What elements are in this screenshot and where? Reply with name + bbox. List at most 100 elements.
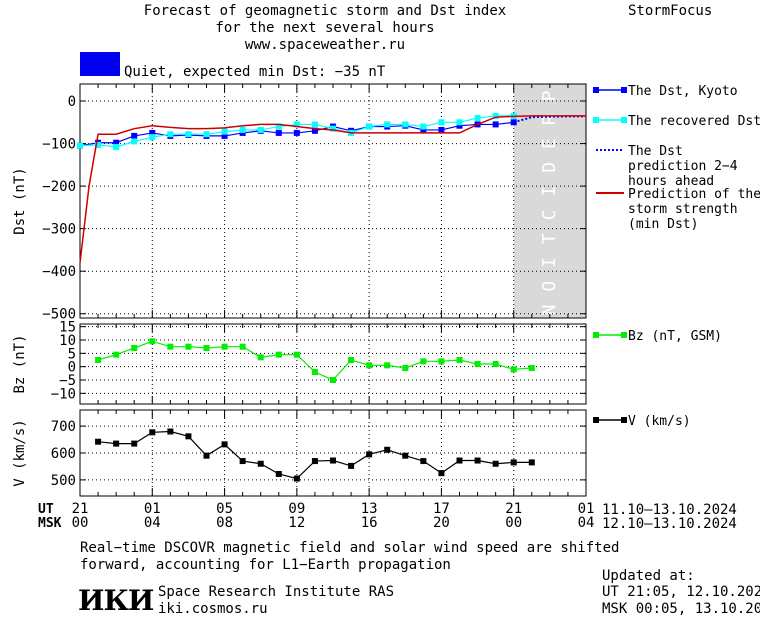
status-color-swatch — [80, 52, 120, 76]
data-point — [528, 459, 535, 466]
data-point — [185, 343, 192, 350]
data-point — [167, 343, 174, 350]
data-point — [348, 462, 355, 469]
chart-title-line-2: for the next several hours — [215, 20, 435, 36]
data-point — [275, 470, 282, 477]
data-point — [438, 119, 445, 126]
data-point — [257, 460, 264, 467]
y-axis-label: Bz (nT) — [12, 334, 28, 393]
ut-axis-label: UT — [38, 502, 54, 517]
data-point — [131, 132, 138, 139]
legend-entry-label: prediction 2−4 — [628, 159, 738, 174]
prediction-label-letter: C — [539, 209, 560, 220]
data-point — [366, 362, 373, 369]
data-point — [185, 433, 192, 440]
data-point — [528, 365, 535, 371]
updated-label: Updated at: — [602, 568, 695, 584]
x-tick-label-msk: 04 — [578, 515, 595, 531]
brand-name: StormFocus — [628, 3, 713, 19]
data-point — [384, 446, 391, 453]
data-point — [456, 457, 463, 464]
data-point — [149, 134, 156, 141]
data-point — [438, 470, 445, 477]
data-point — [167, 428, 174, 435]
prediction-region — [513, 84, 586, 318]
y-axis-label: Dst (nT) — [12, 167, 28, 234]
data-point — [293, 475, 300, 482]
data-point — [257, 354, 264, 361]
y-tick-label: 0 — [68, 94, 76, 110]
x-tick-label-msk: 12 — [288, 515, 305, 531]
data-point — [95, 438, 102, 445]
data-point — [113, 143, 120, 150]
data-point — [293, 351, 300, 358]
iki-logo: ИКИ — [78, 584, 154, 617]
legend-swatch-marker — [593, 87, 599, 93]
legend-swatch-marker — [593, 332, 599, 338]
legend-entry-label: storm strength — [628, 202, 738, 217]
legend-entry-label: The Dst — [628, 144, 683, 159]
chart-title-line-1: Forecast of geomagnetic storm and Dst in… — [143, 3, 507, 19]
data-point — [221, 128, 228, 135]
x-tick-label-ut: 21 — [72, 501, 89, 517]
data-point — [456, 119, 463, 126]
data-point — [420, 458, 427, 465]
legend-entry-label: The Dst, Kyoto — [628, 84, 738, 99]
data-point — [438, 358, 445, 365]
data-point — [95, 357, 102, 363]
data-point — [275, 123, 282, 130]
legend-entry-label: V (km/s) — [628, 414, 691, 429]
prediction-label-letter: O — [539, 281, 560, 292]
updated-ut: UT 21:05, 12.10.2024 — [602, 584, 760, 600]
x-tick-label-msk: 04 — [144, 515, 161, 531]
legend-swatch-marker — [621, 417, 627, 423]
data-point — [510, 459, 517, 466]
data-point — [366, 451, 373, 458]
data-point — [203, 345, 210, 351]
legend-swatch-marker — [621, 117, 627, 123]
plot-frame — [79, 83, 587, 319]
x-tick-label-msk: 20 — [433, 515, 450, 531]
y-tick-label: −10 — [51, 386, 76, 402]
x-tick-label-ut: 09 — [288, 501, 305, 517]
data-point — [131, 440, 138, 447]
series-line — [98, 430, 532, 480]
legend-entry-label: The recovered Dst — [628, 114, 760, 129]
chart-title-url: www.spaceweather.ru — [244, 37, 406, 53]
legend-entry-label: Bz (nT, GSM) — [628, 329, 722, 344]
updated-msk: MSK 00:05, 13.10.2024 — [602, 601, 760, 617]
data-point — [257, 126, 264, 133]
data-point — [311, 127, 318, 134]
x-tick-label-msk: 08 — [216, 515, 233, 531]
data-point — [492, 112, 499, 119]
data-point — [330, 377, 336, 383]
data-point — [366, 123, 373, 130]
data-point — [330, 125, 336, 132]
data-point — [402, 452, 409, 459]
legend-swatch-marker — [593, 117, 599, 123]
data-point — [311, 121, 318, 128]
prediction-label-letter: P — [539, 90, 560, 101]
data-point — [167, 131, 174, 138]
msk-axis-label: MSK — [38, 516, 62, 531]
data-point — [131, 345, 138, 351]
x-tick-label-ut: 05 — [216, 501, 233, 517]
ut-date-range: 11.10–13.10.2024 — [602, 502, 737, 518]
x-tick-label-ut: 21 — [505, 501, 522, 517]
data-point — [221, 343, 228, 350]
data-point — [474, 115, 481, 122]
prediction-label-letter: I — [539, 186, 560, 197]
data-point — [113, 440, 120, 447]
x-tick-label-msk: 00 — [72, 515, 89, 531]
y-tick-label: 5 — [68, 346, 76, 362]
org-name: Space Research Institute RAS — [158, 584, 395, 600]
y-tick-label: −300 — [42, 222, 76, 238]
prediction-label-letter: D — [539, 162, 560, 173]
status-text: Quiet, expected min Dst: −35 nT — [124, 64, 386, 80]
data-point — [384, 121, 391, 128]
data-point — [402, 365, 409, 371]
data-point — [402, 121, 409, 128]
y-tick-label: 0 — [68, 360, 76, 376]
data-point — [456, 122, 463, 129]
